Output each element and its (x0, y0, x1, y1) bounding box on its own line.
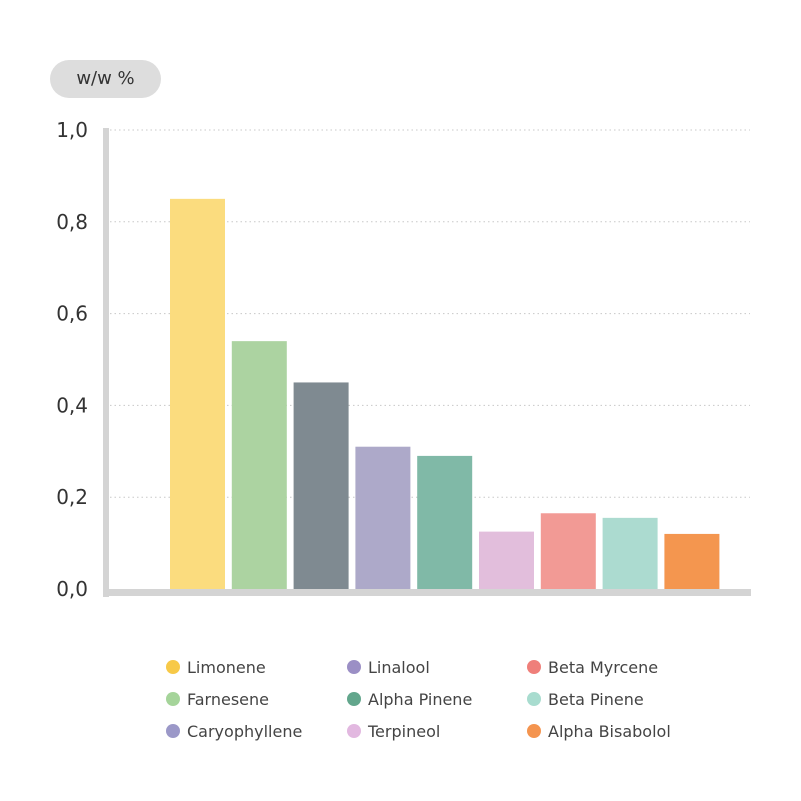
legend-item-limonene: Limonene (166, 655, 266, 679)
unit-label: w/w % (50, 60, 161, 98)
y-tick-label: 0,0 (56, 577, 88, 601)
bar-beta-myrcene (540, 513, 596, 589)
legend-swatch (347, 724, 361, 738)
legend-swatch (347, 660, 361, 674)
legend-label: Linalool (368, 657, 430, 677)
legend-swatch (527, 724, 541, 738)
legend-label: Alpha Bisabolol (548, 721, 671, 741)
legend-label: Terpineol (368, 721, 441, 741)
legend-swatch (527, 692, 541, 706)
legend-item-alpha-bisabolol: Alpha Bisabolol (527, 719, 671, 743)
legend-label: Farnesene (187, 689, 269, 709)
bar-alpha-bisabolol (664, 533, 720, 589)
y-tick-label: 0,2 (56, 485, 88, 509)
legend: Limonene Linalool Beta Myrcene Farnesene Alp… (166, 656, 726, 756)
legend-item-linalool: Linalool (347, 655, 430, 679)
legend-swatch (347, 692, 361, 706)
bar-limonene (170, 198, 225, 589)
legend-label: Alpha Pinene (368, 689, 473, 709)
legend-label: Beta Pinene (548, 689, 644, 709)
legend-label: Limonene (187, 657, 266, 677)
y-tick-label: 0,6 (56, 302, 88, 326)
bar-caryophyllene (355, 446, 411, 589)
legend-swatch (166, 660, 180, 674)
legend-label: Caryophyllene (187, 721, 303, 741)
bar-beta-pinene (602, 517, 658, 589)
legend-swatch (166, 724, 180, 738)
bar-alpha-pinene (417, 455, 473, 589)
legend-label: Beta Myrcene (548, 657, 659, 677)
legend-item-beta-pinene: Beta Pinene (527, 687, 644, 711)
legend-swatch (527, 660, 541, 674)
x-axis (103, 589, 751, 596)
y-tick-label: 0,8 (56, 210, 88, 234)
legend-item-beta-myrcene: Beta Myrcene (527, 655, 658, 679)
legend-item-alpha-pinene: Alpha Pinene (347, 687, 472, 711)
legend-item-caryophyllene: Caryophyllene (166, 719, 302, 743)
bar-farnesene (231, 341, 287, 589)
legend-swatch (166, 692, 180, 706)
y-tick-label: 0,4 (56, 393, 88, 417)
legend-item-terpineol: Terpineol (347, 719, 440, 743)
legend-item-farnesene: Farnesene (166, 687, 269, 711)
bar-terpineol (479, 531, 534, 589)
bar-linalool (293, 382, 349, 589)
y-tick-label: 1,0 (56, 118, 88, 142)
y-axis (103, 128, 109, 597)
